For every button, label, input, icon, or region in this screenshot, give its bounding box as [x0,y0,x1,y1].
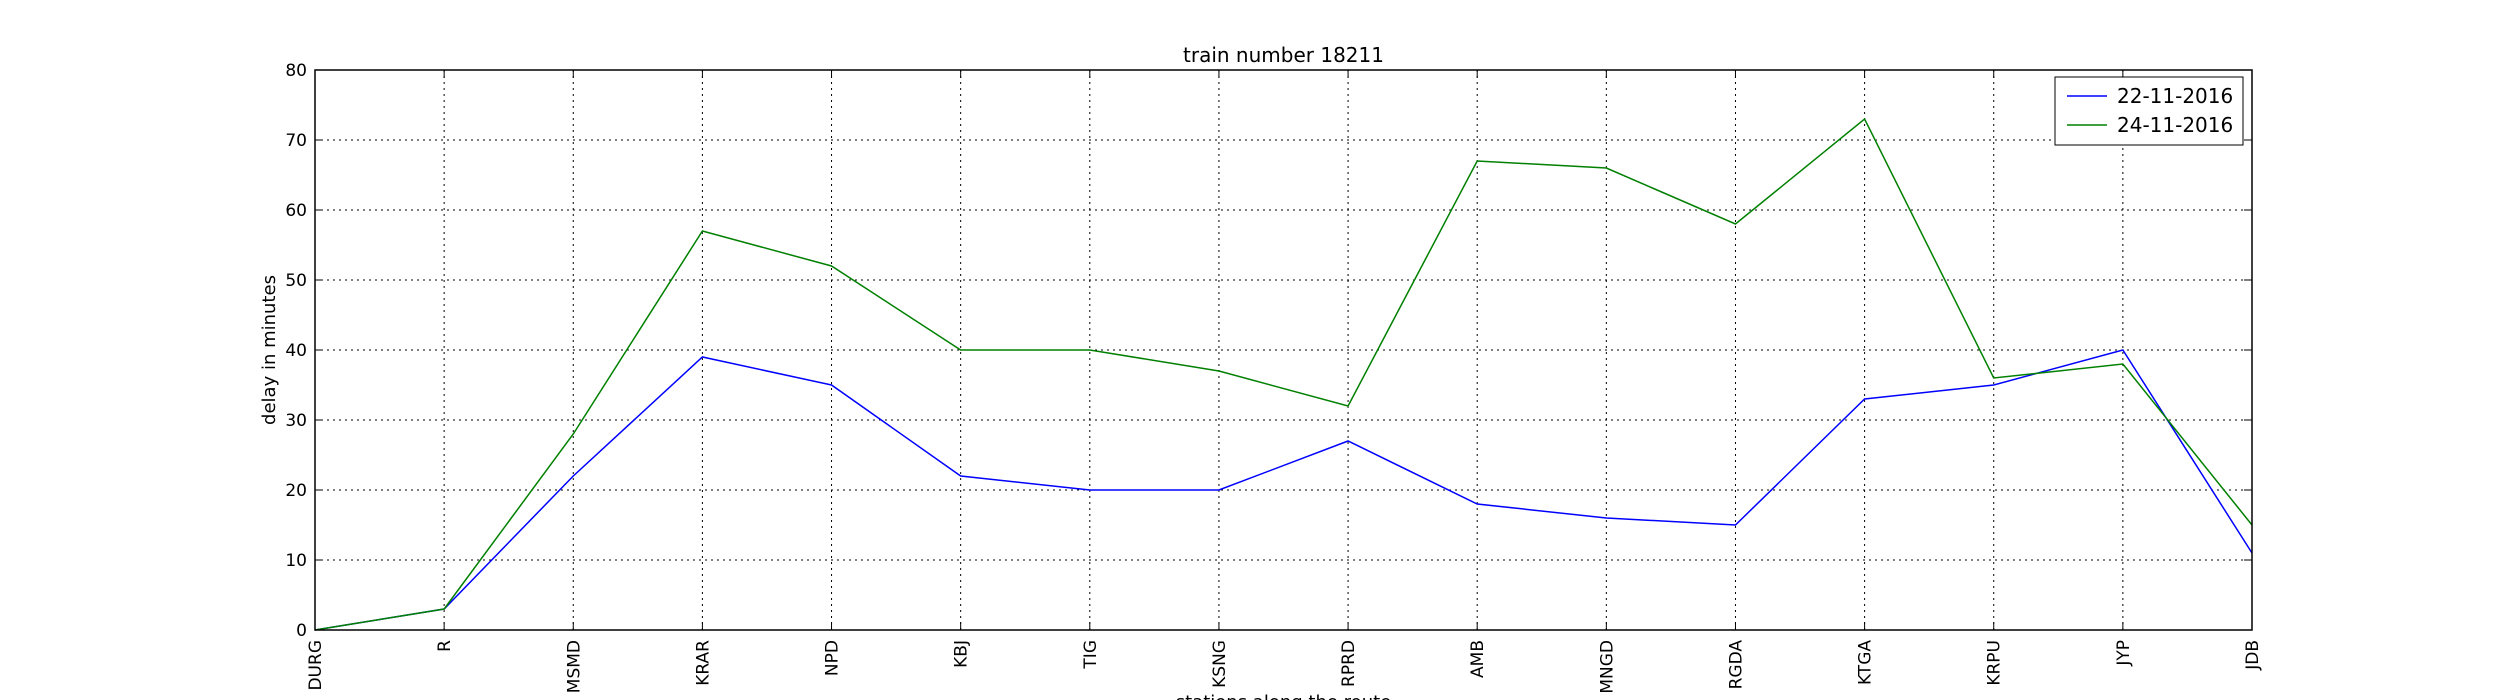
x-tick-label: MNGD [1597,640,1617,694]
x-tick-label: R [435,640,455,652]
x-tick-label: KTGA [1856,640,1876,685]
y-tick-label: 80 [285,61,307,81]
x-tick-label: JYP [2114,640,2134,667]
series-line [314,349,2253,631]
series-layer [314,117,2253,631]
x-tick-label: KRAR [693,640,713,686]
y-tick-label: 0 [296,621,307,641]
x-tick-label: KBJ [952,640,972,668]
x-tick-label: NPD [823,640,843,676]
legend-label: 22-11-2016 [2117,84,2233,108]
x-tick-label: RPRD [1339,640,1359,687]
x-tick-label: MSMD [564,640,584,693]
grid-lines [315,70,2252,630]
legend: 22-11-2016 24-11-2016 [2054,76,2244,146]
series-line [314,117,2253,631]
legend-box [2054,76,2244,146]
x-tick-label: KRPU [1985,640,2005,686]
x-tick-label: RGDA [1726,640,1746,690]
y-tick-label: 60 [285,201,307,221]
y-tick-label: 40 [285,341,307,361]
legend-label: 24-11-2016 [2117,113,2233,137]
y-axis-label: delay in minutes [259,275,280,425]
x-tick-label: JDB [2243,640,2263,671]
x-tick-label: TIG [1081,640,1101,670]
x-tick-label: KSNG [1210,640,1230,688]
y-tick-label: 30 [285,411,307,431]
y-tick-label: 50 [285,271,307,291]
y-tick-label: 20 [285,481,307,501]
x-tick-label: DURG [306,640,326,691]
y-tick-label: 10 [285,551,307,571]
y-tick-label: 70 [285,131,307,151]
x-tick-label: AMB [1468,640,1488,678]
axis-ticks: 0 10 20 30 40 50 60 70 80 DURG R MSMD KRAR NPD KBJ TIG K… [285,61,2263,694]
chart-title: train number 18211 [1183,43,1384,67]
x-axis-label: stations along the route [1176,692,1391,700]
